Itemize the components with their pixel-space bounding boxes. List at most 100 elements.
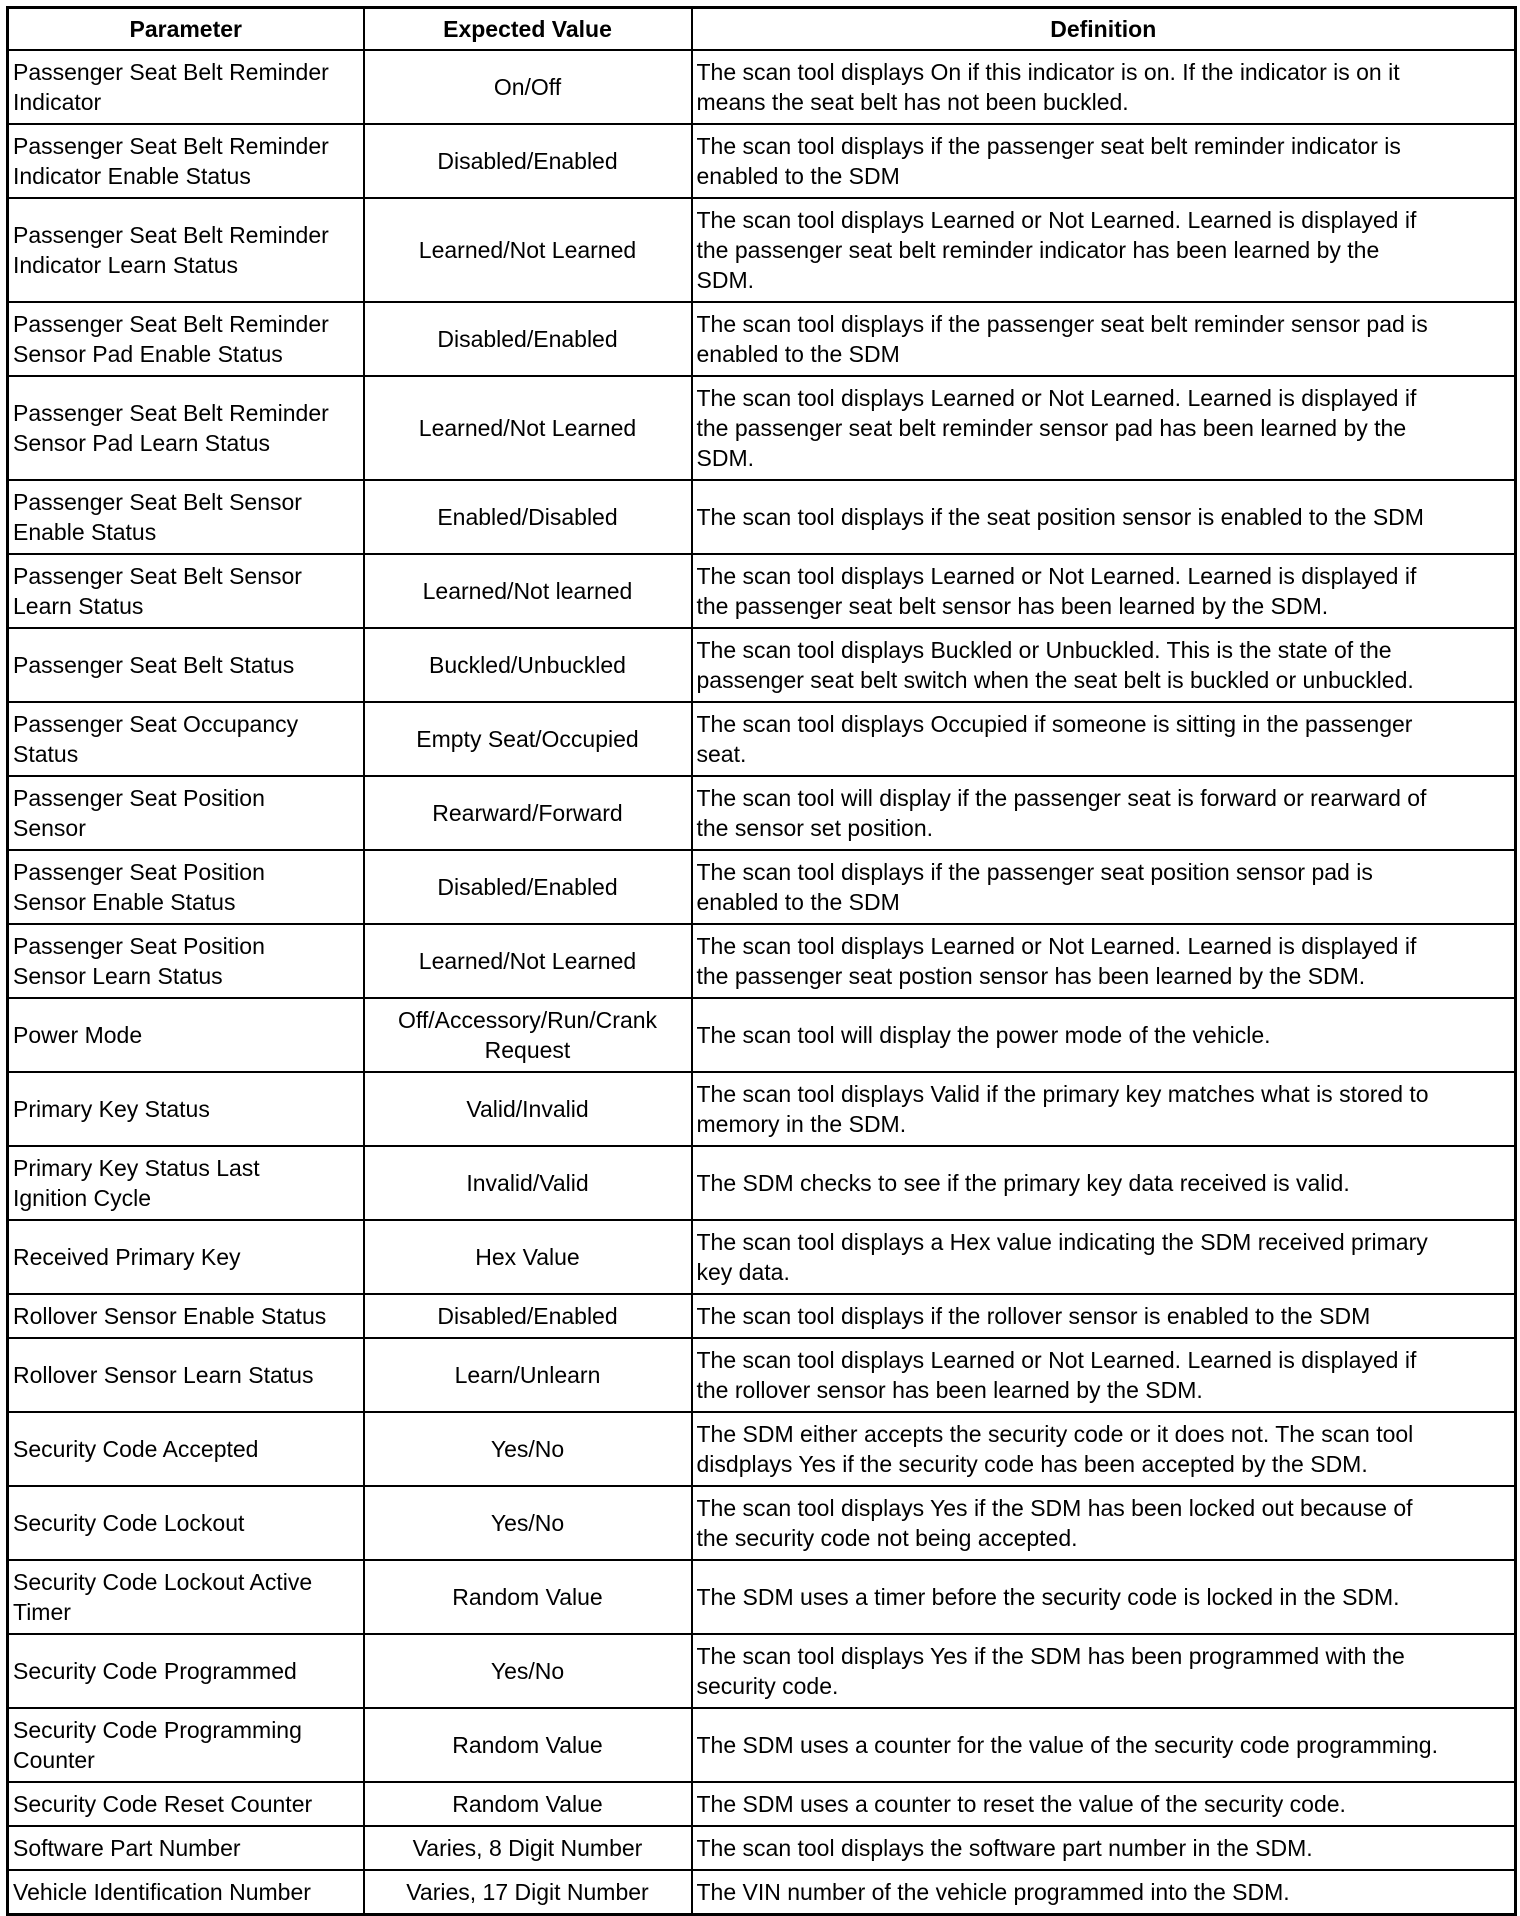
expected-value-cell: Disabled/Enabled — [362, 123, 693, 199]
table-row: Passenger Seat Belt Sensor Enable Status… — [6, 479, 1517, 555]
parameter-table: Parameter Expected Value Definition Pass… — [6, 6, 1517, 1916]
table-row: Passenger Seat Belt Sensor Learn Status L… — [6, 553, 1517, 629]
definition-cell: The scan tool displays Learned or Not Le… — [690, 1337, 1517, 1413]
parameter-cell: Passenger Seat Belt Reminder Sensor Pad … — [6, 375, 365, 481]
definition-cell: The scan tool displays Learned or Not Le… — [690, 553, 1517, 629]
table-row: Received Primary Key Hex Value The scan to… — [6, 1219, 1517, 1295]
table-row: Security Code Reset Counter Random Value T… — [6, 1781, 1517, 1827]
parameter-cell: Passenger Seat Belt Sensor Enable Status — [6, 479, 365, 555]
parameter-cell: Passenger Seat Belt Reminder Indicator — [6, 49, 365, 125]
parameter-cell: Software Part Number — [6, 1825, 365, 1871]
definition-cell: The scan tool displays Learned or Not Le… — [690, 923, 1517, 999]
expected-value-cell: On/Off — [362, 49, 693, 125]
table-row: Rollover Sensor Learn Status Learn/Unlear… — [6, 1337, 1517, 1413]
table-row: Software Part Number Varies, 8 Digit Numb… — [6, 1825, 1517, 1871]
parameter-cell: Passenger Seat Occupancy Status — [6, 701, 365, 777]
definition-cell: The scan tool displays Learned or Not Le… — [690, 197, 1517, 303]
expected-value-cell: Buckled/Unbuckled — [362, 627, 693, 703]
parameter-cell: Security Code Accepted — [6, 1411, 365, 1487]
header-row: Parameter Expected Value Definition — [6, 6, 1517, 51]
table-row: Passenger Seat Occupancy Status Empty Sea… — [6, 701, 1517, 777]
definition-cell: The scan tool will display the power mod… — [690, 997, 1517, 1073]
header-parameter: Parameter — [6, 6, 365, 51]
definition-cell: The scan tool displays Buckled or Unbuck… — [690, 627, 1517, 703]
expected-value-cell: Disabled/Enabled — [362, 1293, 693, 1339]
table-row: Security Code Programming Counter Random … — [6, 1707, 1517, 1783]
parameter-cell: Security Code Programming Counter — [6, 1707, 365, 1783]
expected-value-cell: Varies, 8 Digit Number — [362, 1825, 693, 1871]
header-definition: Definition — [690, 6, 1517, 51]
parameter-cell: Passenger Seat Position Sensor Enable St… — [6, 849, 365, 925]
expected-value-cell: Yes/No — [362, 1411, 693, 1487]
definition-cell: The SDM uses a counter for the value of … — [690, 1707, 1517, 1783]
definition-cell: The scan tool displays if the passenger … — [690, 849, 1517, 925]
table-row: Passenger Seat Position Sensor Learn Sta… — [6, 923, 1517, 999]
expected-value-cell: Enabled/Disabled — [362, 479, 693, 555]
parameter-cell: Passenger Seat Belt Status — [6, 627, 365, 703]
definition-cell: The scan tool displays Yes if the SDM ha… — [690, 1485, 1517, 1561]
parameter-cell: Passenger Seat Position Sensor Learn Sta… — [6, 923, 365, 999]
parameter-cell: Primary Key Status Last Ignition Cycle — [6, 1145, 365, 1221]
definition-cell: The SDM uses a counter to reset the valu… — [690, 1781, 1517, 1827]
table-row: Vehicle Identification Number Varies, 17 … — [6, 1869, 1517, 1916]
table-row: Passenger Seat Belt Reminder Indicator On… — [6, 49, 1517, 125]
expected-value-cell: Disabled/Enabled — [362, 301, 693, 377]
expected-value-cell: Rearward/Forward — [362, 775, 693, 851]
parameter-cell: Power Mode — [6, 997, 365, 1073]
expected-value-cell: Yes/No — [362, 1633, 693, 1709]
parameter-cell: Primary Key Status — [6, 1071, 365, 1147]
table-row: Security Code Lockout Yes/No The scan tool… — [6, 1485, 1517, 1561]
table-row: Rollover Sensor Enable Status Disabled/En… — [6, 1293, 1517, 1339]
definition-cell: The scan tool displays if the rollover s… — [690, 1293, 1517, 1339]
definition-cell: The scan tool will display if the passen… — [690, 775, 1517, 851]
table-row: Security Code Lockout Active Timer Random… — [6, 1559, 1517, 1635]
table-row: Passenger Seat Position Sensor Rearward/F… — [6, 775, 1517, 851]
parameter-cell: Rollover Sensor Learn Status — [6, 1337, 365, 1413]
definition-cell: The scan tool displays if the passenger … — [690, 123, 1517, 199]
definition-cell: The scan tool displays the software part… — [690, 1825, 1517, 1871]
expected-value-cell: Off/Accessory/Run/Crank Request — [362, 997, 693, 1073]
parameter-cell: Rollover Sensor Enable Status — [6, 1293, 365, 1339]
expected-value-cell: Valid/Invalid — [362, 1071, 693, 1147]
definition-cell: The scan tool displays On if this indica… — [690, 49, 1517, 125]
expected-value-cell: Hex Value — [362, 1219, 693, 1295]
table-row: Passenger Seat Position Sensor Enable St… — [6, 849, 1517, 925]
definition-cell: The SDM either accepts the security code… — [690, 1411, 1517, 1487]
expected-value-cell: Invalid/Valid — [362, 1145, 693, 1221]
expected-value-cell: Learned/Not learned — [362, 553, 693, 629]
table-row: Power Mode Off/Accessory/Run/Crank Reques… — [6, 997, 1517, 1073]
parameter-cell: Passenger Seat Belt Reminder Indicator L… — [6, 197, 365, 303]
header-expected-value: Expected Value — [362, 6, 693, 51]
expected-value-cell: Random Value — [362, 1707, 693, 1783]
expected-value-cell: Learn/Unlearn — [362, 1337, 693, 1413]
parameter-cell: Security Code Lockout — [6, 1485, 365, 1561]
expected-value-cell: Learned/Not Learned — [362, 197, 693, 303]
expected-value-cell: Learned/Not Learned — [362, 923, 693, 999]
expected-value-cell: Yes/No — [362, 1485, 693, 1561]
definition-cell: The scan tool displays Learned or Not Le… — [690, 375, 1517, 481]
definition-cell: The scan tool displays a Hex value indic… — [690, 1219, 1517, 1295]
table-row: Security Code Accepted Yes/No The SDM eith… — [6, 1411, 1517, 1487]
definition-cell: The SDM checks to see if the primary key… — [690, 1145, 1517, 1221]
table-row: Passenger Seat Belt Status Buckled/Unbuck… — [6, 627, 1517, 703]
definition-cell: The scan tool displays if the passenger … — [690, 301, 1517, 377]
definition-cell: The scan tool displays if the seat posit… — [690, 479, 1517, 555]
definition-cell: The scan tool displays Valid if the prim… — [690, 1071, 1517, 1147]
table-row: Passenger Seat Belt Reminder Sensor Pad … — [6, 301, 1517, 377]
table-row: Security Code Programmed Yes/No The scan t… — [6, 1633, 1517, 1709]
parameter-cell: Passenger Seat Belt Reminder Indicator E… — [6, 123, 365, 199]
table-row: Passenger Seat Belt Reminder Indicator L… — [6, 197, 1517, 303]
expected-value-cell: Varies, 17 Digit Number — [362, 1869, 693, 1916]
expected-value-cell: Empty Seat/Occupied — [362, 701, 693, 777]
definition-cell: The VIN number of the vehicle programmed… — [690, 1869, 1517, 1916]
parameter-cell: Passenger Seat Belt Reminder Sensor Pad … — [6, 301, 365, 377]
definition-cell: The scan tool displays Occupied if someo… — [690, 701, 1517, 777]
parameter-cell: Vehicle Identification Number — [6, 1869, 365, 1916]
parameter-cell: Security Code Programmed — [6, 1633, 365, 1709]
expected-value-cell: Disabled/Enabled — [362, 849, 693, 925]
table-row: Passenger Seat Belt Reminder Sensor Pad … — [6, 375, 1517, 481]
definition-cell: The SDM uses a timer before the security… — [690, 1559, 1517, 1635]
parameter-cell: Received Primary Key — [6, 1219, 365, 1295]
table-row: Passenger Seat Belt Reminder Indicator E… — [6, 123, 1517, 199]
table-row: Primary Key Status Last Ignition Cycle In… — [6, 1145, 1517, 1221]
